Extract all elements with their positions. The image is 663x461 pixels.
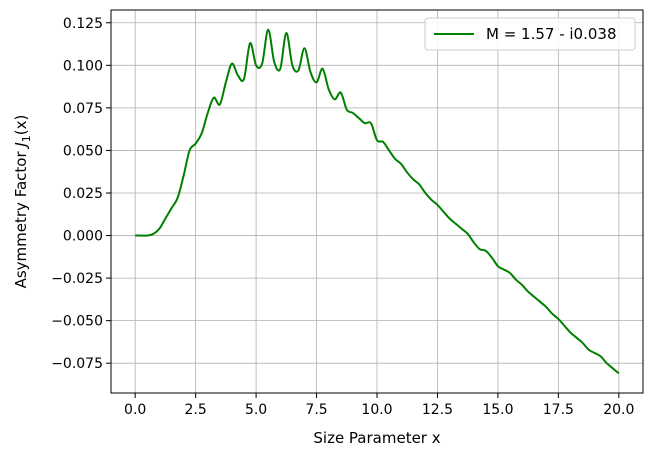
series-line-0	[135, 28, 620, 375]
y-tick-label: −0.075	[51, 356, 103, 372]
y-axis-label: Asymmetry Factor J1(x)	[12, 115, 33, 289]
x-tick-label: 5.0	[245, 402, 267, 418]
legend: M = 1.57 - i0.038	[424, 17, 636, 51]
x-axis-label: Size Parameter x	[313, 429, 440, 447]
series-layer	[135, 28, 620, 375]
legend-box	[424, 17, 636, 51]
y-axis-label-text: Asymmetry Factor	[12, 147, 30, 289]
x-tick-label: 15.0	[482, 402, 513, 418]
y-tick-label: 0.125	[63, 16, 103, 32]
y-tick-label: 0.025	[63, 186, 103, 202]
x-tick-label: 0.0	[124, 402, 146, 418]
x-tick-label: 2.5	[185, 402, 207, 418]
x-tick-label: 10.0	[361, 402, 392, 418]
y-axis-label-math-sub: 1	[20, 135, 33, 142]
legend-entry-label: M = 1.57 - i0.038	[486, 25, 617, 43]
grid-lines	[111, 10, 643, 393]
x-tick-label: 12.5	[422, 402, 453, 418]
y-axis-label-math-arg: (x)	[12, 115, 30, 136]
x-tick-label: 17.5	[543, 402, 574, 418]
y-tick-label: 0.100	[63, 58, 103, 74]
y-tick-label: 0.000	[63, 229, 103, 245]
y-tick-label: 0.050	[63, 143, 103, 159]
y-tick-label: −0.050	[51, 314, 103, 330]
y-tick-label: 0.075	[63, 101, 103, 117]
y-axis-label-math-main: J	[12, 142, 30, 149]
axis-ticks: 0.0 2.5 5.0 7.5 10.0 12.5 15.0 17.5 20.0 −0.075 −0…	[51, 16, 634, 418]
x-tick-label: 20.0	[603, 402, 634, 418]
y-tick-label: −0.025	[51, 271, 103, 287]
x-tick-label: 7.5	[305, 402, 327, 418]
